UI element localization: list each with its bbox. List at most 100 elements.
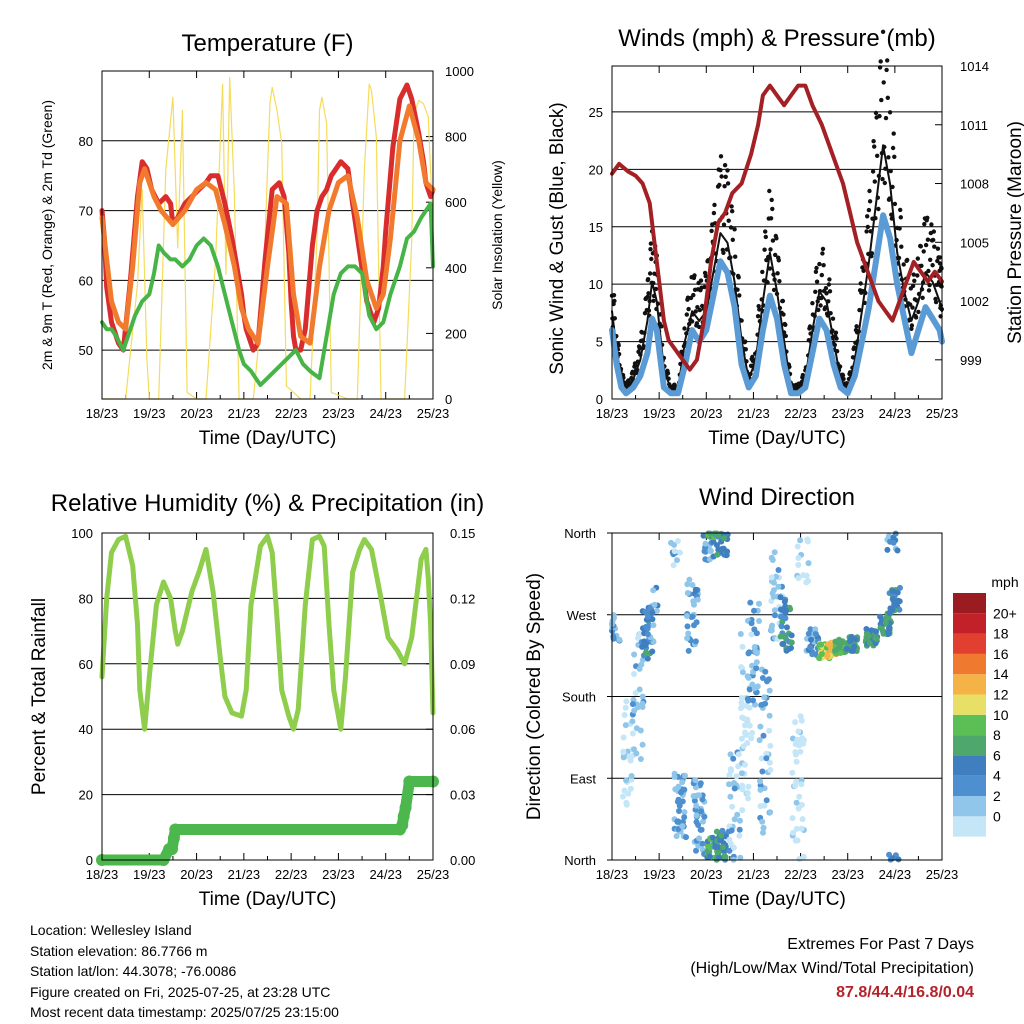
direction-point xyxy=(808,636,814,643)
gust-point xyxy=(898,215,903,220)
gust-point xyxy=(721,250,726,255)
panel-title: Relative Humidity (%) & Precipitation (i… xyxy=(51,490,484,517)
direction-point xyxy=(737,631,744,637)
gust-point xyxy=(898,207,903,213)
gust-point xyxy=(718,168,723,173)
direction-point xyxy=(675,818,682,825)
direction-point xyxy=(679,798,686,805)
gust-point xyxy=(908,302,913,307)
direction-point xyxy=(753,630,760,637)
direction-point xyxy=(799,735,806,742)
direction-point xyxy=(797,748,804,755)
x-tick-label: 18/23 xyxy=(86,867,119,882)
direction-point xyxy=(727,751,734,758)
direction-point xyxy=(721,535,727,542)
direction-point xyxy=(639,643,646,650)
y2-tick-label: 1000 xyxy=(445,64,474,79)
direction-point xyxy=(757,803,764,810)
gust-point xyxy=(922,221,927,227)
gust-point xyxy=(689,319,695,324)
direction-point xyxy=(736,826,743,833)
gust-point xyxy=(684,312,689,317)
colorbar-swatch xyxy=(953,593,986,614)
gust-point xyxy=(885,95,890,101)
direction-point xyxy=(800,853,807,860)
direction-point xyxy=(700,818,706,825)
direction-point xyxy=(670,562,677,569)
colorbar-swatch xyxy=(953,775,986,796)
direction-point xyxy=(767,742,774,749)
direction-point xyxy=(694,596,701,603)
y2-tick-label: 1005 xyxy=(960,235,989,250)
gust-point xyxy=(649,256,654,262)
y-tick-label: East xyxy=(570,771,596,786)
direction-point xyxy=(673,833,680,840)
x-tick-label: 21/23 xyxy=(737,406,770,421)
y2-tick-label: 0.03 xyxy=(450,788,475,803)
direction-point xyxy=(684,635,691,642)
direction-point xyxy=(718,546,725,552)
gust-point xyxy=(611,293,617,298)
direction-point xyxy=(737,705,744,712)
direction-point xyxy=(880,630,887,637)
direction-point xyxy=(739,643,746,650)
gust-point xyxy=(841,376,846,382)
gust-point xyxy=(781,312,786,317)
direction-point xyxy=(738,664,745,671)
direction-point xyxy=(839,639,846,645)
direction-point xyxy=(886,625,892,632)
colorbar-swatch xyxy=(953,714,986,736)
direction-point xyxy=(866,640,873,647)
gust-point xyxy=(909,323,915,328)
gust-point xyxy=(864,229,869,234)
direction-point xyxy=(684,623,691,630)
direction-point xyxy=(716,854,723,861)
direction-point xyxy=(627,785,634,792)
gust-point xyxy=(648,241,654,246)
gust-point xyxy=(925,215,930,220)
colorbar-swatch xyxy=(953,674,986,695)
direction-point xyxy=(696,792,703,799)
direction-point xyxy=(890,539,897,546)
gust-point xyxy=(939,266,944,271)
panel-title: Winds (mph) & Pressure (mb) xyxy=(618,25,935,52)
gust-point xyxy=(880,29,886,34)
gust-point xyxy=(721,222,727,227)
direction-point xyxy=(794,543,801,550)
direction-point xyxy=(766,687,773,694)
gust-point xyxy=(919,263,924,268)
direction-point xyxy=(714,551,721,558)
direction-point xyxy=(789,769,796,776)
y-tick-label: 60 xyxy=(79,657,93,672)
gust-point xyxy=(729,204,734,209)
direction-point xyxy=(850,648,857,654)
direction-point xyxy=(695,822,702,828)
direction-point xyxy=(757,786,764,793)
x-tick-label: 20/23 xyxy=(180,406,213,421)
direction-point xyxy=(676,808,682,814)
y-tick-label: 100 xyxy=(71,526,93,541)
direction-point xyxy=(638,661,645,668)
colorbar-swatch xyxy=(953,796,986,817)
gust-point xyxy=(780,298,786,304)
direction-point xyxy=(756,737,763,744)
gust-point xyxy=(692,273,697,278)
direction-point xyxy=(744,740,751,747)
gust-point xyxy=(933,299,939,305)
gust-point xyxy=(697,324,702,330)
direction-point xyxy=(726,847,733,854)
direction-point xyxy=(757,723,764,730)
direction-point xyxy=(671,548,678,555)
gust-point xyxy=(910,305,915,310)
direction-point xyxy=(707,547,714,554)
gust-point xyxy=(858,281,863,286)
extremes-title: Extremes For Past 7 Days xyxy=(787,936,974,953)
gust-point xyxy=(913,315,919,320)
direction-point xyxy=(781,598,788,605)
series-gust xyxy=(611,144,943,391)
direction-point xyxy=(788,632,795,639)
x-tick-label: 18/23 xyxy=(86,406,119,421)
gust-point xyxy=(760,269,765,275)
direction-point xyxy=(896,598,903,605)
x-tick-label: 23/23 xyxy=(831,867,864,882)
